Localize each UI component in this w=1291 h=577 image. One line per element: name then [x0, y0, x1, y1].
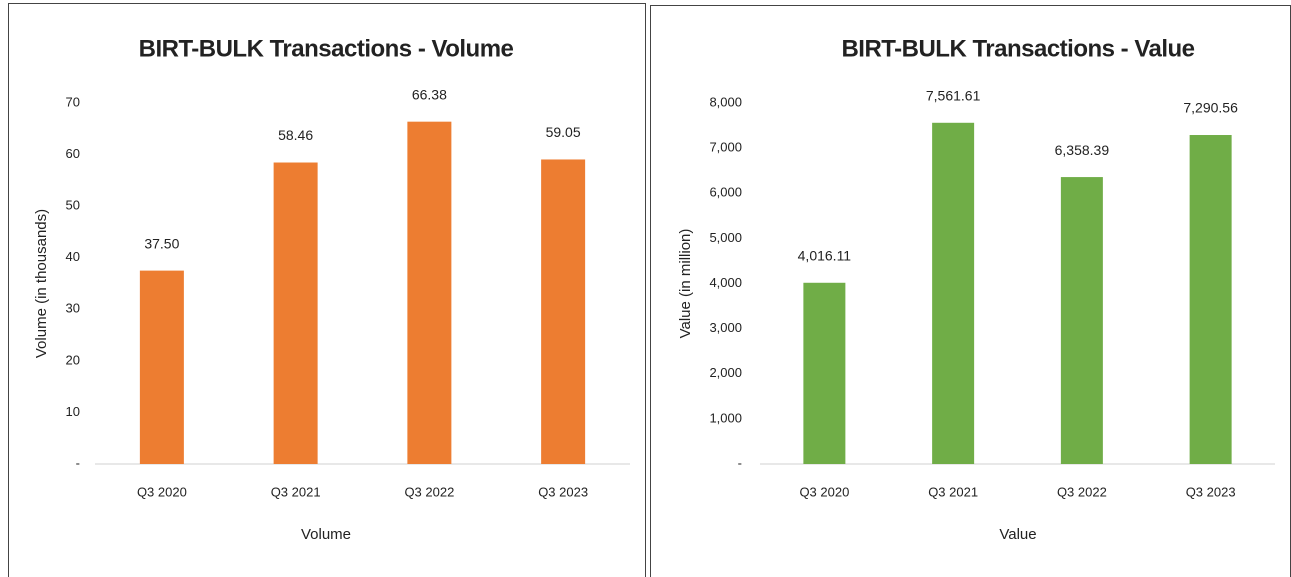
y-tick-label: 30 [66, 301, 80, 316]
y-axis-title: Value (in million) [677, 229, 694, 339]
y-tick-label: 3,000 [709, 320, 742, 335]
bar [1189, 135, 1232, 464]
left-panel-frame [8, 3, 646, 577]
y-tick-label: 2,000 [709, 365, 742, 380]
y-axis-title: Volume (in thousands) [33, 209, 50, 358]
x-tick-label: Q3 2021 [928, 484, 978, 499]
x-tick-label: Q3 2020 [799, 484, 849, 499]
x-tick-label: Q3 2023 [1186, 484, 1236, 499]
value-label: 59.05 [546, 124, 581, 140]
bar [932, 122, 975, 464]
x-tick-label: Q3 2023 [538, 484, 588, 499]
y-tick-label: 40 [66, 249, 80, 264]
bar [139, 270, 184, 464]
x-axis-title: Value [999, 526, 1036, 543]
y-tick-label: 7,000 [709, 140, 742, 155]
bar [803, 282, 846, 464]
y-tick-label: 8,000 [709, 94, 742, 109]
value-label: 4,016.11 [798, 247, 852, 263]
y-tick-label: 1,000 [709, 410, 742, 425]
chart-title: BIRT-BULK Transactions - Volume [139, 35, 514, 62]
x-tick-label: Q3 2022 [404, 484, 454, 499]
value-label: 66.38 [412, 86, 447, 102]
value-label: 7,561.61 [926, 87, 981, 103]
value-label: 37.50 [144, 235, 179, 251]
value-label: 58.46 [278, 127, 313, 143]
bar [541, 159, 586, 465]
y-tick-label: 70 [66, 94, 80, 109]
y-tick-label: 50 [66, 198, 80, 213]
chart-title: BIRT-BULK Transactions - Value [841, 35, 1194, 62]
value-label: 6,358.39 [1055, 142, 1110, 158]
bar [273, 162, 318, 464]
x-axis-title: Volume [301, 526, 351, 543]
value-label: 7,290.56 [1183, 100, 1238, 116]
y-tick-label: 6,000 [709, 185, 742, 200]
x-tick-label: Q3 2021 [271, 484, 321, 499]
y-tick-label: 10 [66, 404, 80, 419]
bar [407, 121, 452, 464]
bar [1060, 177, 1103, 465]
y-tick-label: 5,000 [709, 230, 742, 245]
y-tick-label: 4,000 [709, 275, 742, 290]
x-tick-label: Q3 2020 [137, 484, 187, 499]
y-tick-label: - [738, 455, 742, 470]
x-tick-label: Q3 2022 [1057, 484, 1107, 499]
y-tick-label: 60 [66, 146, 80, 161]
y-tick-label: 20 [66, 352, 80, 367]
y-tick-label: - [76, 455, 80, 470]
